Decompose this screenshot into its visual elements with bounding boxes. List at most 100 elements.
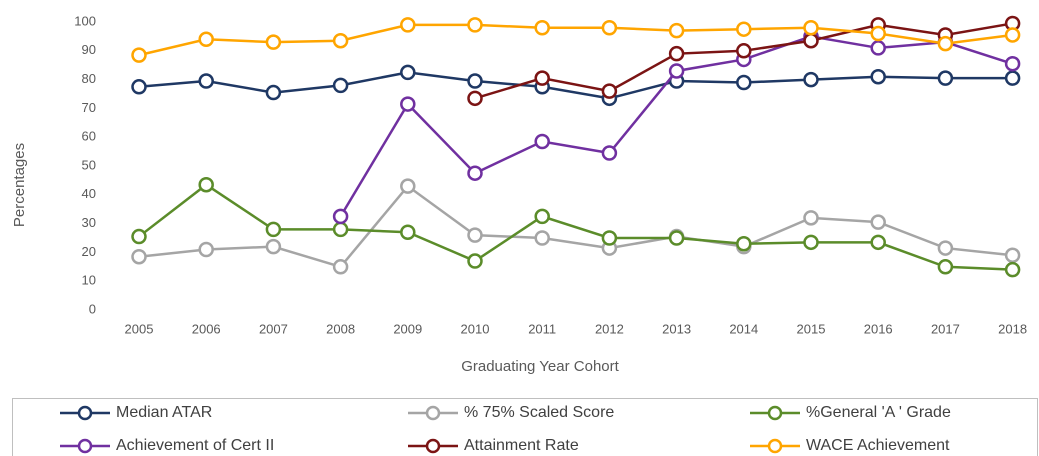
data-point: [803, 32, 819, 49]
data-point: [1004, 56, 1021, 72]
x-tick-label: 2009: [393, 321, 422, 336]
legend-text: % 75% Scaled Score: [464, 404, 614, 421]
data-point: [332, 221, 349, 238]
data-point: [467, 17, 483, 33]
y-tick-label: 100: [74, 13, 96, 28]
data-point: [937, 259, 954, 275]
data-point: [534, 133, 550, 150]
data-point: [332, 259, 349, 275]
legend-text: Attainment Rate: [464, 437, 579, 454]
data-point: [870, 25, 886, 42]
data-point: [870, 214, 886, 230]
data-point: [467, 253, 483, 269]
legend-marker: [77, 438, 93, 454]
x-tick-label: 2007: [259, 321, 288, 336]
data-point: [198, 73, 214, 89]
y-tick-label: 30: [82, 215, 96, 230]
data-point: [668, 22, 685, 39]
x-tick-label: 2005: [125, 321, 154, 336]
data-point: [131, 47, 147, 63]
data-point: [131, 248, 147, 265]
data-point: [400, 178, 416, 194]
y-tick-label: 40: [82, 186, 96, 201]
y-tick-label: 0: [89, 301, 96, 316]
data-point: [198, 241, 214, 258]
x-tick-label: 2010: [461, 321, 490, 336]
x-tick-label: 2016: [864, 321, 893, 336]
data-point: [937, 240, 954, 256]
data-point: [198, 176, 214, 193]
data-point: [265, 238, 282, 255]
data-point: [870, 68, 886, 85]
data-point: [265, 84, 282, 101]
x-axis-title: Graduating Year Cohort: [461, 358, 619, 375]
data-point: [736, 21, 752, 37]
data-point: [534, 20, 550, 36]
data-point: [131, 228, 147, 245]
x-tick-label: 2013: [662, 321, 691, 336]
x-tick-label: 2011: [528, 321, 556, 336]
data-point: [534, 70, 550, 86]
y-axis-title: Percentages: [11, 143, 28, 227]
legend-text: WACE Achievement: [806, 437, 950, 454]
y-tick-label: 80: [82, 71, 96, 86]
x-tick-label: 2012: [595, 321, 624, 336]
data-point: [332, 77, 349, 94]
data-point: [332, 32, 349, 49]
data-point: [803, 71, 819, 88]
series-line: [138, 184, 1013, 269]
data-point: [937, 70, 954, 86]
data-point: [400, 224, 416, 240]
data-point: [601, 20, 618, 36]
y-tick-label: 70: [82, 100, 96, 115]
data-point: [668, 45, 685, 62]
data-point: [1004, 27, 1021, 43]
data-point: [803, 234, 819, 251]
data-point: [668, 63, 685, 79]
x-tick-label: 2008: [326, 321, 355, 336]
data-point: [937, 35, 954, 52]
legend-text: Achievement of Cert II: [116, 437, 274, 454]
legend-marker: [767, 405, 783, 421]
data-point: [400, 64, 416, 81]
data-point: [803, 20, 819, 36]
data-point: [736, 43, 752, 59]
data-point: [131, 79, 147, 95]
legend-marker: [77, 405, 93, 421]
legend-text: %General 'A ' Grade: [806, 404, 951, 421]
data-point: [736, 74, 752, 91]
data-point: [467, 227, 483, 243]
data-point: [467, 90, 483, 107]
legend-marker: [425, 438, 441, 454]
y-tick-label: 60: [82, 129, 96, 144]
legend-box: [12, 398, 1038, 456]
data-point: [601, 145, 618, 161]
data-point: [534, 230, 550, 246]
legend-marker: [425, 405, 441, 421]
data-point: [265, 34, 282, 50]
data-point: [265, 221, 282, 238]
y-tick-label: 50: [82, 157, 96, 172]
x-tick-label: 2014: [729, 321, 758, 336]
data-point: [198, 31, 214, 48]
data-point: [668, 230, 685, 246]
data-point: [1004, 247, 1021, 264]
data-point: [534, 208, 550, 225]
data-point: [400, 96, 416, 112]
data-point: [803, 210, 819, 226]
legend-text: Median ATAR: [116, 404, 212, 421]
x-tick-label: 2017: [931, 321, 960, 336]
data-point: [870, 234, 886, 251]
data-point: [736, 236, 752, 252]
data-point: [601, 83, 618, 99]
data-point: [332, 208, 349, 225]
data-point: [467, 73, 483, 89]
legend-marker: [767, 438, 783, 454]
data-point: [400, 17, 416, 33]
series-line: [138, 71, 1013, 100]
data-point: [1004, 261, 1021, 278]
x-tick-label: 2006: [192, 321, 221, 336]
data-point: [467, 165, 483, 181]
data-point: [601, 230, 618, 246]
